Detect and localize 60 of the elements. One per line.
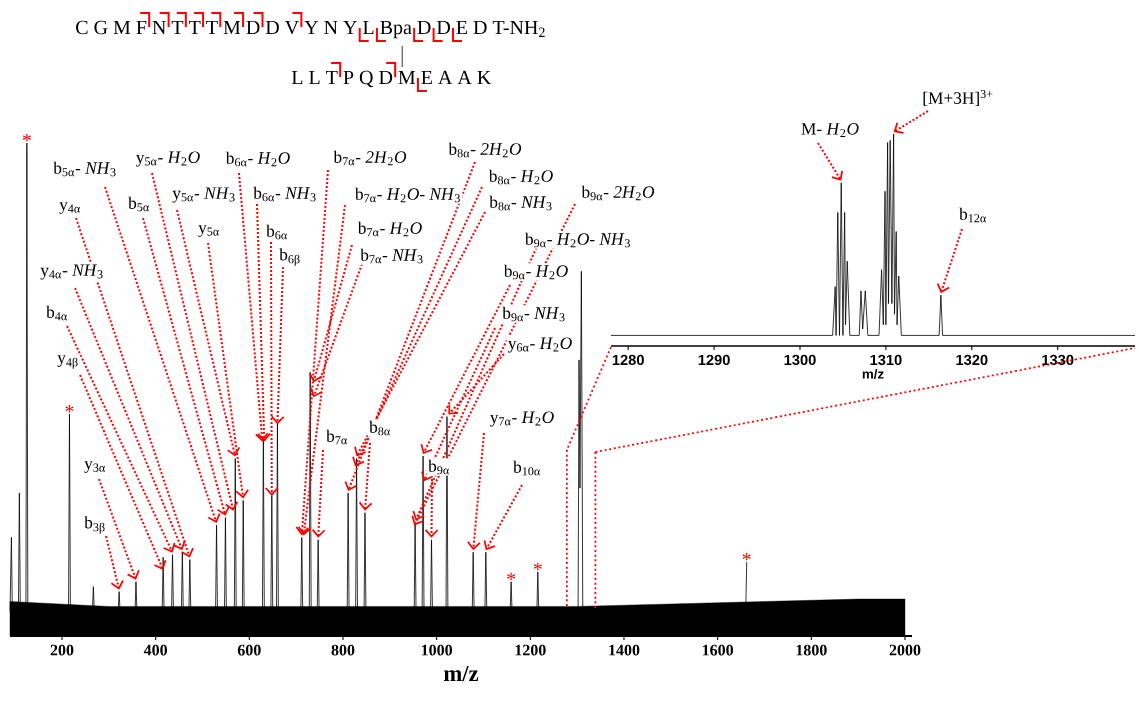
- annotation: b$_{3β}$: [84, 516, 105, 534]
- x-tick-label: 400: [143, 644, 168, 656]
- x-tick-label: 1290: [698, 354, 730, 366]
- annotation: y$_{3α}$: [84, 461, 105, 473]
- annotation: b$_{8α}$- H$_{2}$O: [488, 169, 553, 185]
- x-tick-label: 1200: [515, 644, 546, 656]
- annotation: y$_{5α}$: [198, 225, 219, 237]
- annotation: y$_{5α}$- NH$_{3}$: [172, 187, 235, 203]
- annotation: b$_{5α}$: [128, 196, 149, 212]
- annotation: b$_{9α}$: [428, 459, 449, 475]
- annotation: b$_{7α}$- 2H$_{2}$O: [333, 150, 407, 166]
- annotation: b$_{12α}$: [959, 207, 986, 223]
- annotation: b$_{9α}$- H$_{2}$O: [503, 264, 568, 280]
- annotation: *: [65, 405, 74, 413]
- x-tick-label: 1600: [702, 644, 734, 656]
- annotation: y$_{6α}$- H$_{2}$O: [508, 337, 572, 353]
- x-tick-label: 1000: [421, 644, 453, 656]
- x-tick-label: 200: [50, 644, 74, 656]
- annotation: b$_{7α}$- H$_{2}$O- NH$_{3}$: [354, 187, 460, 203]
- annotation: b$_{6α}$- H$_{2}$O: [225, 151, 290, 167]
- annotation: b$_{9α}$- NH$_{3}$: [502, 306, 565, 322]
- annotation: b$_{8α}$- 2H$_{2}$O: [448, 142, 522, 158]
- x-tick-label: 1800: [796, 644, 827, 656]
- annotation: [M+3H]$^{3+}$: [923, 89, 993, 107]
- annotation: *: [533, 562, 542, 571]
- annotation: b$_{7α}$- H$_{2}$O: [357, 221, 422, 237]
- annotation: b$_{9α}$- H$_{2}$O- NH$_{3}$: [524, 232, 630, 248]
- x-tick-label: 2000: [889, 644, 921, 656]
- annotation: b$_{4α}$: [46, 305, 67, 321]
- x-tick-label: 1400: [609, 644, 640, 656]
- x-tick-label: 1330: [1042, 354, 1074, 366]
- annotation: b$_{8α}$: [369, 420, 390, 436]
- x-tick-label: 1300: [784, 354, 816, 366]
- annotation: b$_{9α}$- 2H$_{2}$O: [581, 185, 655, 201]
- annotation: b$_{10α}$: [513, 460, 540, 476]
- x-axis-title: m/z: [443, 666, 479, 682]
- annotation: b$_{6α}$- NH$_{3}$: [253, 186, 316, 202]
- annotation: b$_{7α}$- NH$_{3}$: [360, 248, 423, 264]
- annotation: *: [507, 572, 516, 581]
- annotation: y$_{4β}$: [57, 355, 78, 369]
- x-tick-label: 600: [237, 644, 261, 656]
- annotation: y$_{4α}$- NH$_{3}$: [40, 264, 103, 280]
- annotation: y$_{5α}$- H$_{2}$O: [136, 151, 200, 167]
- annotation: b$_{6α}$: [266, 224, 287, 240]
- text: C G M F N T T T M D D V Y N Y L Bpa D D E D T-NH$_{2}$: [76, 20, 545, 39]
- x-tick-label: 1280: [612, 354, 644, 366]
- x-tick-label: 1320: [956, 354, 988, 366]
- text: L L T P Q D M E A A K: [291, 70, 492, 88]
- annotation: b$_{6β}$: [279, 248, 300, 266]
- annotation: M- H$_{2}$O: [801, 123, 859, 138]
- annotation: *: [22, 133, 31, 142]
- x-tick-label: 800: [331, 644, 355, 656]
- annotation: y$_{7α}$- H$_{2}$O: [490, 411, 554, 427]
- annotation: y$_{4α}$: [59, 202, 80, 214]
- annotation: b$_{7α}$: [326, 429, 347, 445]
- annotation: b$_{5α}$- NH$_{3}$: [53, 161, 116, 177]
- x-axis-title: m/z: [862, 368, 884, 379]
- annotation: b$_{8α}$- NH$_{3}$: [489, 195, 552, 211]
- x-tick-label: 1310: [870, 354, 902, 366]
- annotation: *: [742, 552, 751, 561]
